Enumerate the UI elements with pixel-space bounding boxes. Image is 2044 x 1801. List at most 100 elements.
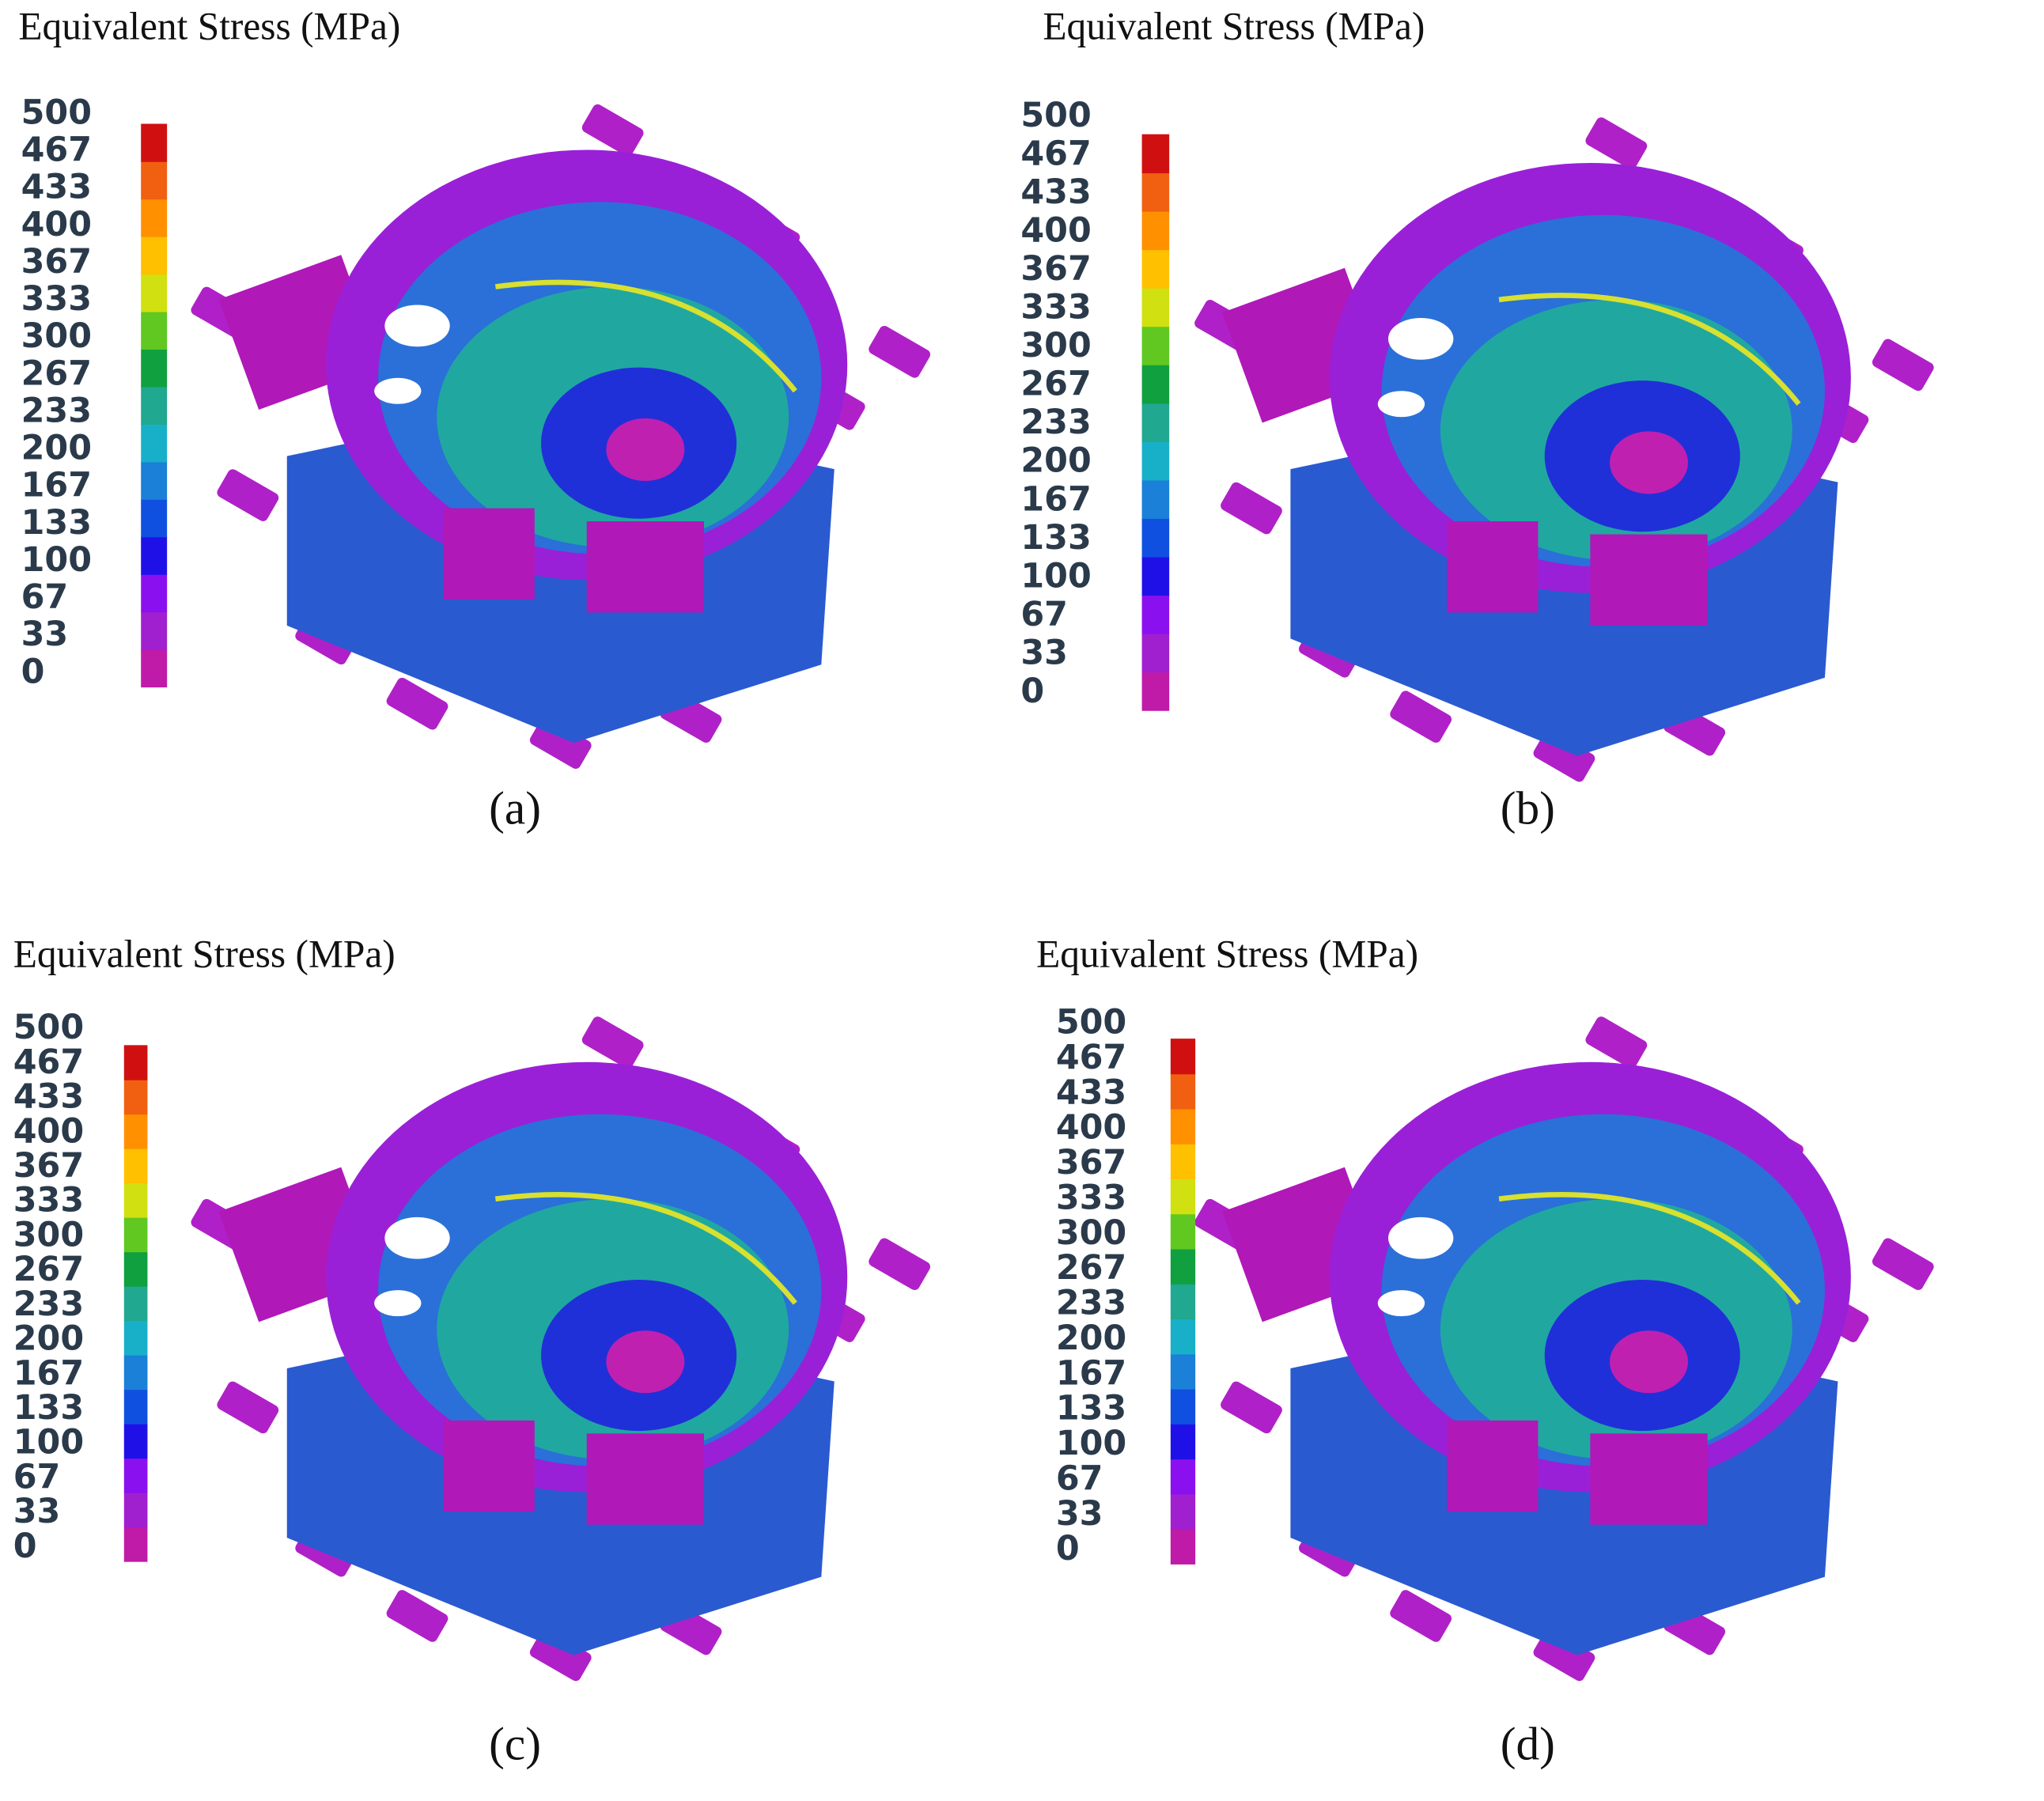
colorbar-segment [1141, 441, 1170, 481]
colorbar-segment [123, 1079, 148, 1115]
hole [384, 1216, 450, 1259]
colorbar-segment [123, 1216, 148, 1253]
colorbar-tick-label: 467 [13, 1042, 84, 1082]
colorbar-segment [1141, 210, 1170, 251]
colorbar-tick-label: 67 [1056, 1459, 1103, 1498]
colorbar-tick-label: 167 [13, 1353, 84, 1393]
stress-model [191, 104, 930, 769]
colorbar-tick-label: 267 [13, 1250, 84, 1289]
front-block [443, 508, 535, 600]
colorbar-tick-label: 400 [1056, 1108, 1126, 1148]
colorbar-tick-label: 33 [1056, 1494, 1103, 1534]
colorbar-tick-label: 167 [21, 466, 92, 505]
colorbar-segment [141, 424, 168, 463]
colorbar-segment [1141, 172, 1170, 212]
colorbar-tick-label: 233 [21, 391, 92, 430]
colorbar-tick-label: 300 [13, 1215, 84, 1254]
center-hub [1610, 1330, 1688, 1394]
colorbar-tick-label: 33 [21, 615, 69, 654]
colorbar-segment [141, 386, 168, 425]
colorbar-tick-label: 467 [1020, 134, 1091, 173]
colorbar-segment [1170, 1319, 1196, 1355]
colorbar-tick-label: 500 [21, 93, 92, 132]
front-block [586, 1433, 704, 1525]
colorbar-tick-label: 433 [13, 1077, 84, 1117]
colorbar-tick-label: 333 [13, 1181, 84, 1220]
colorbar-tick-label: 300 [1020, 326, 1091, 365]
colorbar-segment [1170, 1353, 1196, 1390]
colorbar-tick-label: 267 [1056, 1248, 1126, 1288]
colorbar-segment [1170, 1179, 1196, 1215]
colorbar-tick-label: 433 [1020, 172, 1091, 212]
colorbar-segment [123, 1148, 148, 1184]
colorbar-tick-label: 200 [1056, 1319, 1126, 1358]
colorbar-tick-label: 500 [13, 1008, 84, 1047]
tab [1585, 117, 1648, 170]
tab [217, 469, 279, 521]
colorbar-segment [141, 311, 168, 350]
colorbar-tick-label: 0 [21, 652, 45, 691]
hot-band [494, 1192, 797, 1305]
colorbar-tick-label: 33 [13, 1492, 61, 1531]
tab [1390, 1590, 1452, 1642]
colorbar-tick-label: 100 [1020, 556, 1091, 596]
colorbar-segment [1170, 1284, 1196, 1320]
colorbar-tick-label: 333 [1020, 288, 1091, 327]
colorbar-segment [141, 536, 168, 575]
colorbar-tick-label: 333 [1056, 1178, 1126, 1217]
tab [1390, 691, 1452, 743]
legend-title: Equivalent Stress (MPa) [1043, 4, 1425, 47]
colorbar-tick-label: 0 [13, 1527, 37, 1566]
colorbar-tick-label: 400 [21, 205, 92, 244]
stress-model [191, 1016, 930, 1682]
colorbar-segment [1141, 134, 1170, 174]
hot-band [494, 279, 797, 393]
colorbar-segment [141, 461, 168, 500]
hole [374, 1290, 422, 1317]
center-hub [606, 1330, 685, 1394]
center-hub [1610, 431, 1688, 494]
panel: Equivalent Stress (MPa)50046743340036733… [1036, 933, 1934, 1769]
colorbar-segment [123, 1389, 148, 1425]
hole [1387, 318, 1454, 360]
panel: Equivalent Stress (MPa)50046743340036733… [18, 4, 930, 834]
colorbar-tick-label: 400 [13, 1111, 84, 1151]
tab [217, 1381, 279, 1434]
colorbar-tick-label: 300 [1056, 1213, 1126, 1253]
colorbar-tick-label: 233 [1020, 403, 1091, 442]
colorbar-segment [141, 199, 168, 237]
colorbar-segment [141, 236, 168, 275]
hot-band [1498, 1192, 1801, 1305]
tab [1221, 482, 1282, 535]
colorbar-segment [1170, 1039, 1196, 1075]
stress-model [1194, 117, 1934, 782]
panel-caption: (c) [489, 1717, 541, 1769]
colorbar-segment [1170, 1424, 1196, 1460]
panel-caption: (d) [1501, 1717, 1555, 1769]
front-block [1447, 1420, 1539, 1512]
colorbar-tick-label: 433 [21, 168, 92, 207]
panel-caption: (a) [489, 781, 541, 834]
colorbar-tick-label: 67 [21, 577, 69, 617]
colorbar-segment [1170, 1528, 1196, 1565]
colorbar-tick-label: 233 [13, 1285, 84, 1324]
colorbar-tick-label: 467 [1056, 1038, 1126, 1077]
colorbar-segment [123, 1251, 148, 1287]
colorbar-segment [1141, 249, 1170, 289]
colorbar-tick-label: 200 [13, 1319, 84, 1359]
colorbar-segment [1141, 633, 1170, 673]
colorbar-segment [123, 1527, 148, 1562]
colorbar-segment [123, 1320, 148, 1356]
hole [374, 377, 422, 404]
colorbar-segment [1170, 1388, 1196, 1425]
colorbar-tick-label: 267 [21, 354, 92, 393]
colorbar-segment [1141, 403, 1170, 442]
colorbar-segment [141, 499, 168, 538]
colorbar-tick-label: 367 [1020, 249, 1091, 289]
front-block [443, 1420, 535, 1512]
colorbar-tick-label: 333 [21, 279, 92, 319]
colorbar-tick-label: 400 [1020, 210, 1091, 250]
colorbar-tick-label: 233 [1056, 1284, 1126, 1323]
colorbar-tick-label: 433 [1056, 1073, 1126, 1112]
colorbar-segment [1170, 1493, 1196, 1530]
